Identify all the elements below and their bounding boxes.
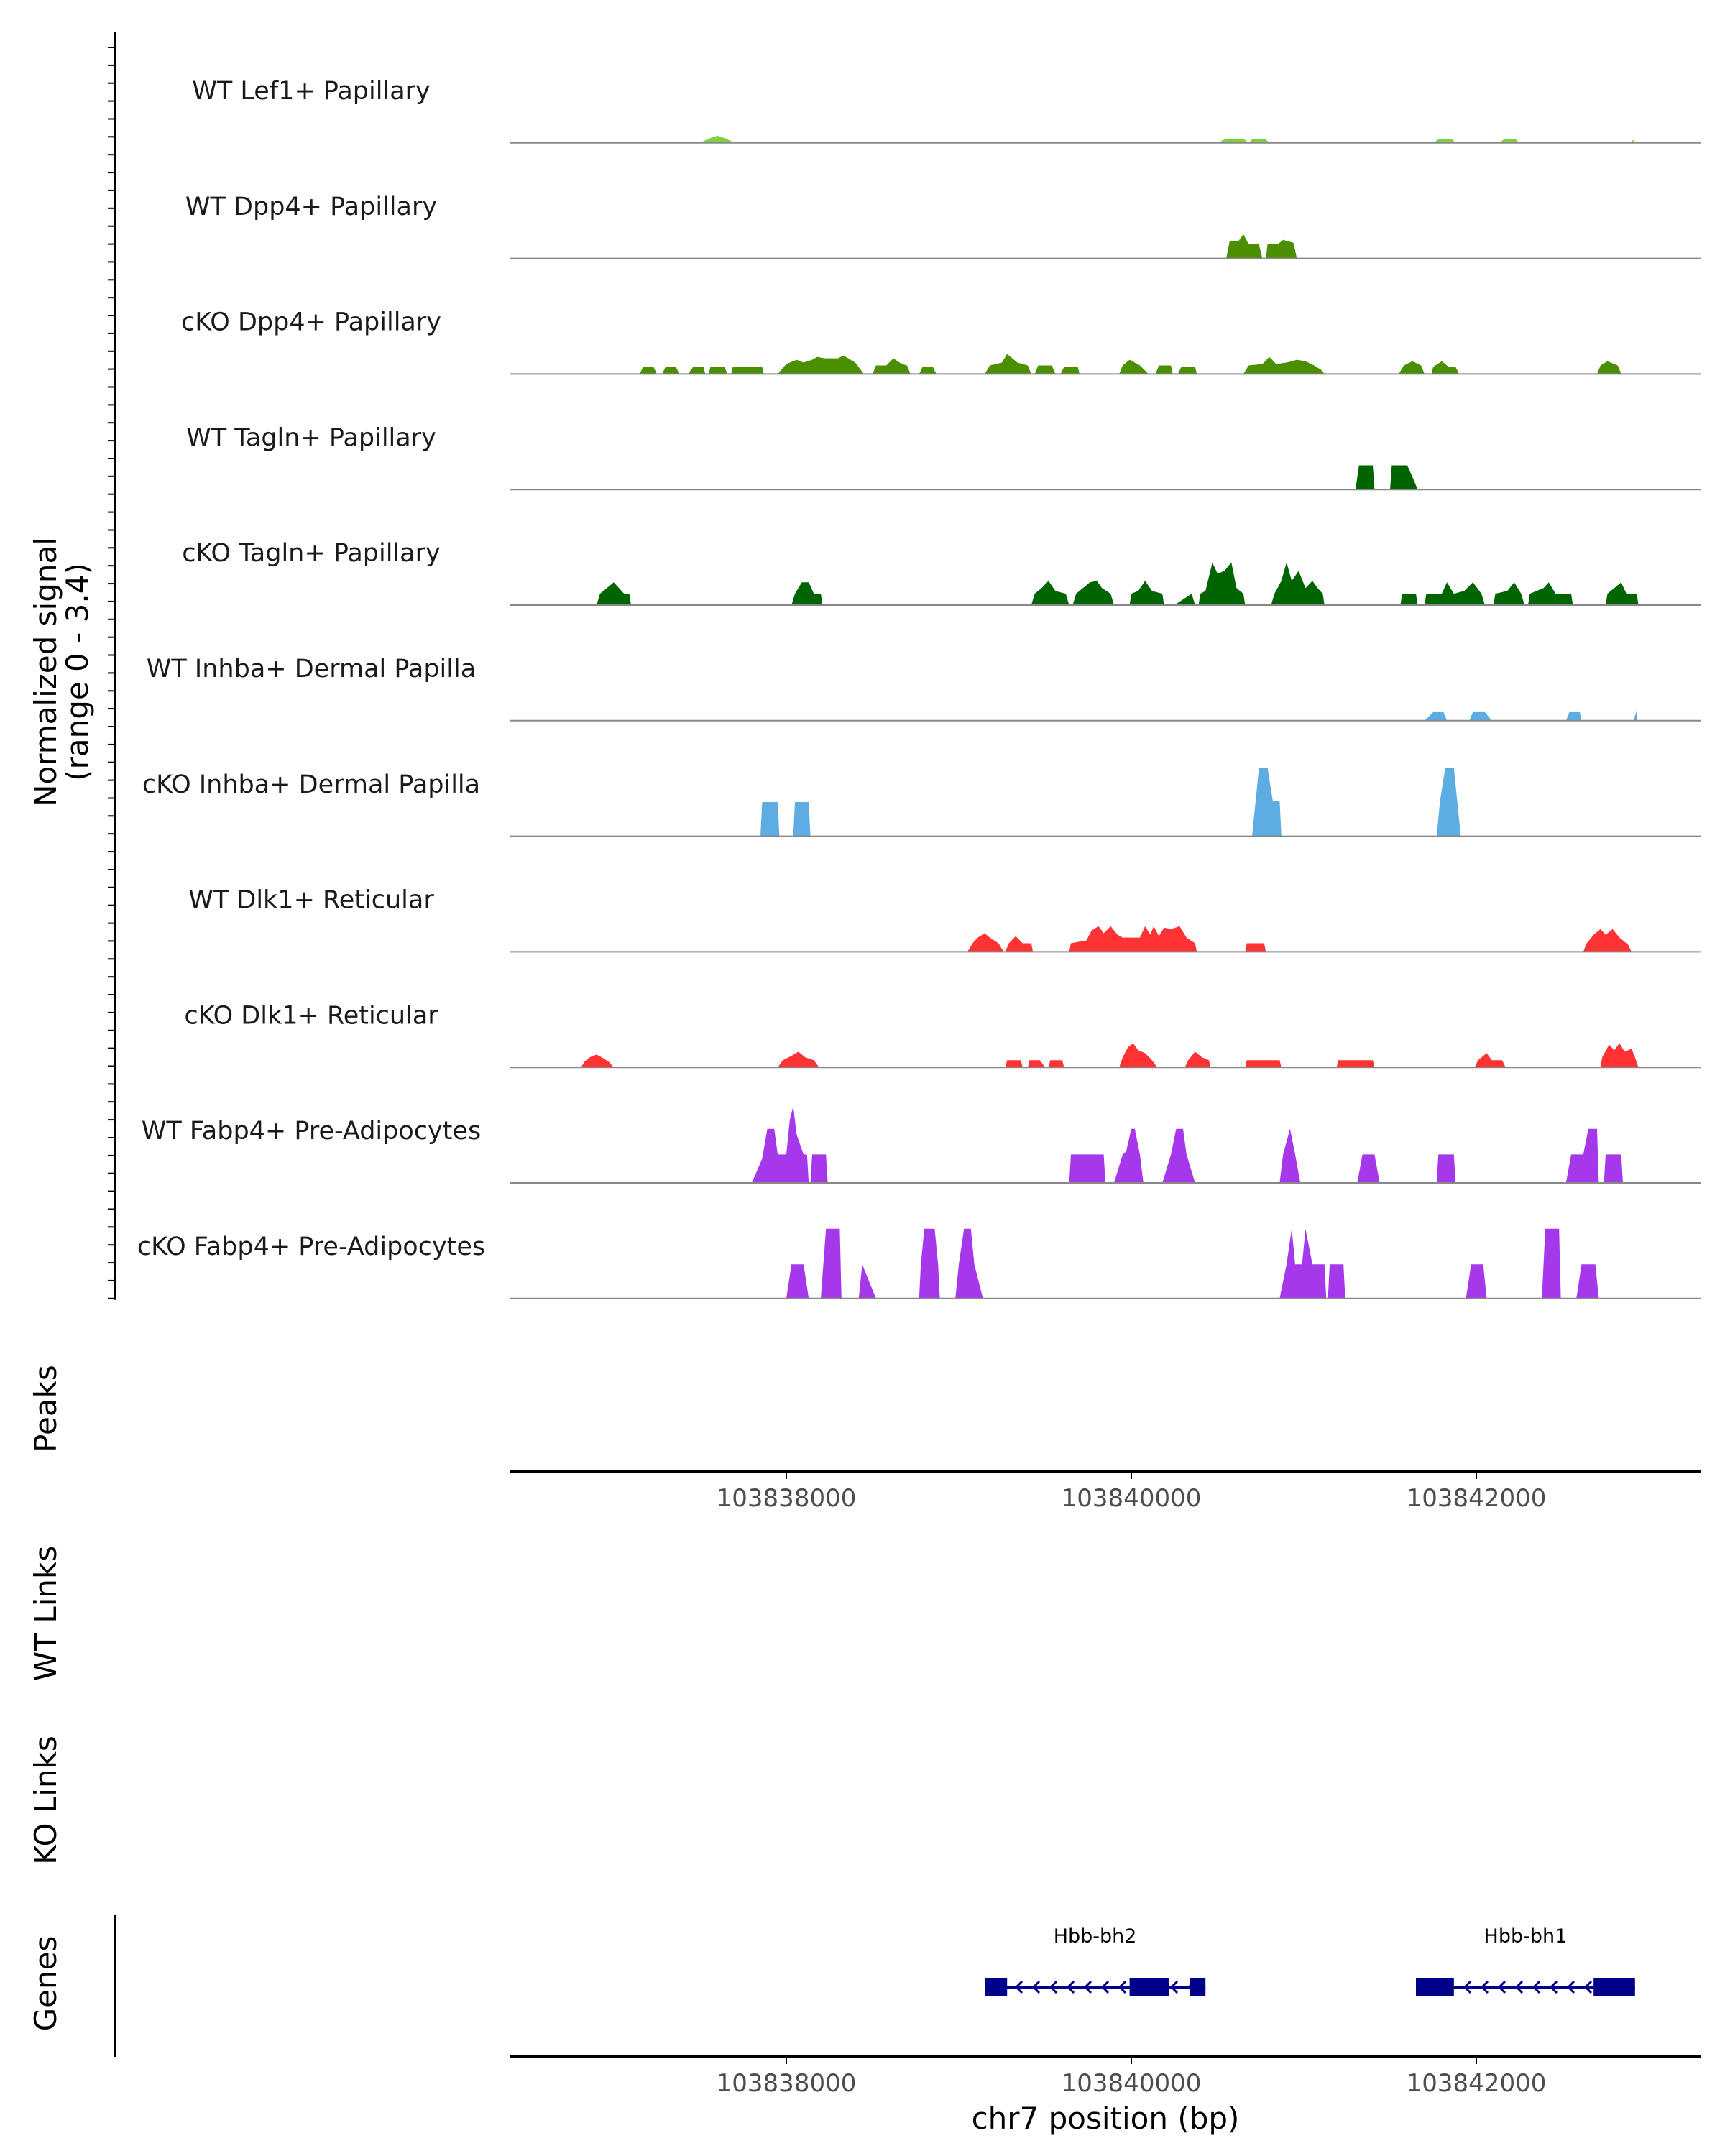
track-9: WT Fabp4+ Pre-Adipocytes [142, 1106, 1701, 1184]
track-label: WT Dlk1+ Reticular [188, 886, 434, 915]
strand-arrow [1532, 1980, 1541, 1994]
strand-arrow [1169, 1980, 1179, 1994]
track-label: cKO Fabp4+ Pre-Adipocytes [137, 1233, 485, 1261]
track-label: cKO Inhba+ Dermal Papilla [142, 770, 480, 799]
gene-exon [1190, 1978, 1206, 1996]
genes-track-label: Genes [28, 1936, 63, 2032]
track-5: WT Inhba+ Dermal Papilla [147, 655, 1701, 722]
strand-arrow [1031, 1980, 1041, 1994]
strand-arrow [1497, 1980, 1506, 1994]
coverage-area [1356, 465, 1418, 490]
genes-x-axis: 103838000 103840000 103842000 [510, 2055, 1701, 2098]
gene-hbb-bh1: Hbb-bh1 [1416, 1925, 1635, 1996]
gene-hbb-bh2: Hbb-bh2 [985, 1925, 1206, 1996]
coverage-tracks: WT Lef1+ Papillary WT Dpp4+ Papillary cKO … [137, 77, 1701, 1299]
x-tick-label: 103840000 [1062, 2069, 1202, 2098]
coverage-area [760, 768, 1461, 837]
track-2: cKO Dpp4+ Papillary [181, 308, 1701, 375]
track-10: cKO Fabp4+ Pre-Adipocytes [137, 1228, 1701, 1299]
strand-arrow [1100, 1980, 1110, 1994]
strand-arrow [1463, 1980, 1472, 1994]
y-axis-range: (range 0 - 3.4) [60, 563, 95, 781]
track-label: cKO Dpp4+ Papillary [181, 308, 441, 337]
track-label: cKO Tagln+ Papillary [182, 539, 441, 568]
track-4: cKO Tagln+ Papillary [182, 539, 1701, 606]
gene-label: Hbb-bh1 [1484, 1925, 1568, 1948]
coverage-area [1425, 710, 1638, 721]
coverage-area [640, 354, 1622, 374]
coverage-area [581, 1043, 1639, 1068]
track-label: WT Dpp4+ Papillary [185, 193, 437, 221]
y-axis-title: Normalized signal [28, 537, 63, 807]
gene-annotations: Hbb-bh2 Hbb-bh1 [985, 1925, 1635, 1996]
strand-arrow [1583, 1980, 1593, 1994]
gene-exon [1593, 1978, 1635, 1996]
track-8: cKO Dlk1+ Reticular [184, 1001, 1701, 1069]
track-6: cKO Inhba+ Dermal Papilla [142, 768, 1701, 837]
gene-exon [1416, 1978, 1454, 1996]
coverage-area [700, 135, 1635, 143]
track-label: WT Inhba+ Dermal Papilla [147, 655, 476, 683]
x-tick-label: 103842000 [1407, 1484, 1547, 1513]
gene-label: Hbb-bh2 [1054, 1925, 1137, 1948]
strand-arrow [1049, 1980, 1058, 1994]
ko-links-track-label: KO Links [28, 1736, 63, 1865]
track-3: WT Tagln+ Papillary [186, 423, 1701, 491]
x-tick-label: 103838000 [717, 1484, 857, 1513]
gene-exon [1129, 1978, 1169, 1996]
strand-arrow [1549, 1980, 1558, 1994]
track-label: WT Fabp4+ Pre-Adipocytes [142, 1117, 481, 1146]
track-7: WT Dlk1+ Reticular [188, 886, 1701, 953]
x-axis-title: chr7 position (bp) [972, 2101, 1240, 2136]
strand-arrow [1514, 1980, 1524, 1994]
x-tick-label: 103838000 [717, 2069, 857, 2098]
coverage-area [597, 562, 1639, 605]
strand-arrow [1083, 1980, 1092, 1994]
strand-arrow [1566, 1980, 1576, 1994]
strand-arrow [1480, 1980, 1489, 1994]
track-0: WT Lef1+ Papillary [192, 77, 1701, 144]
coverage-area [1226, 234, 1297, 259]
signal-y-axis [108, 32, 116, 1300]
strand-arrow [1066, 1980, 1075, 1994]
peaks-track-label: Peaks [28, 1365, 63, 1452]
track-label: WT Lef1+ Papillary [192, 77, 431, 106]
track-1: WT Dpp4+ Papillary [185, 193, 1701, 259]
wt-links-track-label: WT Links [28, 1546, 63, 1681]
strand-arrow [1014, 1980, 1024, 1994]
x-tick-label: 103840000 [1062, 1484, 1202, 1513]
x-tick-label: 103842000 [1407, 2069, 1547, 2098]
coverage-area [786, 1228, 1599, 1299]
gene-exon [985, 1978, 1008, 1996]
peaks-x-axis: 103838000 103840000 103842000 [510, 1470, 1701, 1513]
coverage-area [752, 1106, 1623, 1183]
coverage-area [967, 926, 1632, 952]
track-label: WT Tagln+ Papillary [186, 423, 436, 452]
track-label: cKO Dlk1+ Reticular [184, 1001, 438, 1030]
strand-arrow [1118, 1980, 1127, 1994]
